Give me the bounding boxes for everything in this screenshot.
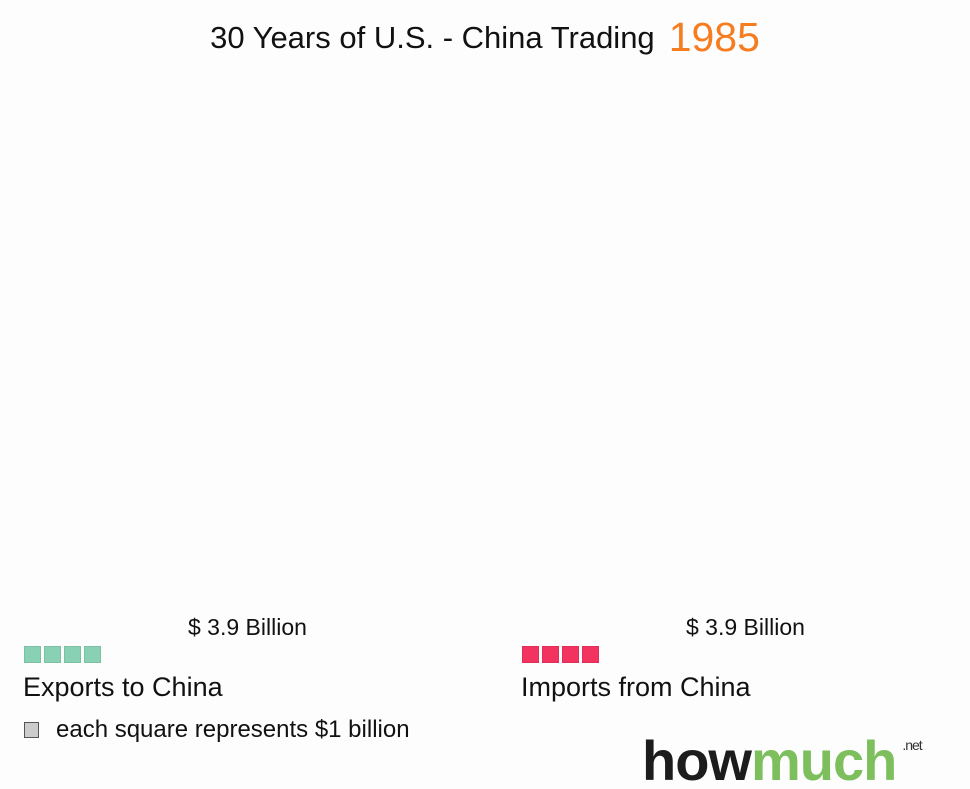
exports-square bbox=[24, 646, 41, 663]
logo-net: .net bbox=[902, 737, 922, 753]
exports-square bbox=[64, 646, 81, 663]
imports-squares bbox=[522, 646, 599, 663]
exports-squares bbox=[24, 646, 101, 663]
legend-text: each square represents $1 billion bbox=[56, 716, 410, 743]
title-text: 30 Years of U.S. - China Trading bbox=[210, 20, 655, 55]
exports-square bbox=[84, 646, 101, 663]
imports-value-label: $ 3.9 Billion bbox=[686, 614, 805, 640]
imports-square bbox=[522, 646, 539, 663]
howmuch-logo: howmuch .net bbox=[642, 728, 923, 789]
legend-square bbox=[24, 722, 39, 738]
logo-much: much bbox=[750, 729, 897, 789]
legend: each square represents $1 billion bbox=[24, 716, 410, 744]
exports-value-label: $ 3.9 Billion bbox=[188, 614, 307, 640]
imports-square bbox=[582, 646, 599, 663]
logo-how: how bbox=[642, 729, 752, 789]
imports-square bbox=[562, 646, 579, 663]
year-label: 1985 bbox=[668, 14, 760, 60]
chart-title: 30 Years of U.S. - China Trading 1985 bbox=[0, 14, 970, 61]
imports-square bbox=[542, 646, 559, 663]
exports-label: Exports to China bbox=[23, 672, 223, 702]
exports-square bbox=[44, 646, 61, 663]
imports-label: Imports from China bbox=[521, 672, 751, 702]
